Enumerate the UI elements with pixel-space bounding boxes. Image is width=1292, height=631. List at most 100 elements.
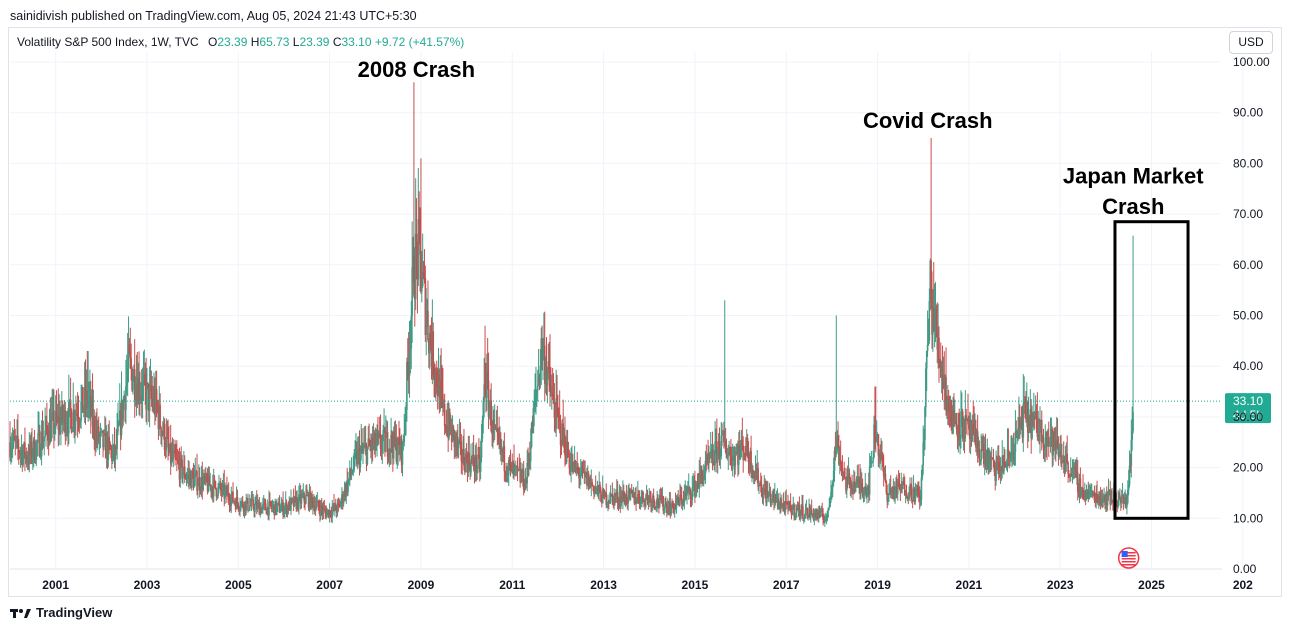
candle-body: [1121, 495, 1124, 497]
y-tick-label: 90.00: [1233, 106, 1263, 120]
candle-body: [358, 448, 361, 468]
candle-body: [104, 432, 107, 459]
candle-body: [436, 386, 439, 396]
candle-body: [308, 492, 311, 508]
candle-body: [404, 417, 406, 434]
candle-body: [1040, 420, 1042, 424]
candle-body: [140, 396, 143, 401]
candle-body: [392, 447, 394, 459]
candle-body: [157, 409, 160, 430]
candle-body: [1011, 453, 1013, 456]
symbol-title[interactable]: Volatility S&P 500 Index, 1W, TVC: [17, 35, 199, 49]
candle-body: [840, 462, 843, 469]
candle-body: [276, 505, 278, 513]
candle-body: [716, 441, 718, 463]
candle-body: [147, 383, 149, 385]
candle-body: [151, 398, 154, 401]
y-tick-label: 70.00: [1233, 207, 1263, 221]
candle-body: [53, 410, 55, 435]
candle-body: [610, 493, 613, 495]
candle-body: [990, 456, 992, 460]
candle-body: [1094, 500, 1097, 503]
candle-body: [593, 486, 595, 495]
currency-button[interactable]: USD: [1229, 31, 1273, 54]
candle-body: [385, 437, 387, 452]
candle-body: [926, 344, 929, 351]
candle-body: [44, 430, 46, 437]
candle-body: [315, 502, 318, 508]
candle-body: [424, 277, 427, 336]
candle-body: [661, 496, 664, 504]
candle-body: [637, 494, 640, 499]
candle-body: [449, 412, 451, 432]
candle-body: [620, 495, 622, 506]
candle-body: [83, 387, 86, 409]
candle-body: [208, 475, 211, 487]
candle-body: [507, 474, 509, 476]
candle-body: [763, 488, 766, 493]
candle-body: [774, 494, 777, 503]
candle-body: [579, 475, 582, 478]
candle-body: [328, 510, 331, 518]
candle-body: [625, 494, 628, 503]
candle-body: [831, 487, 833, 492]
candle-body: [1019, 423, 1022, 428]
candle-body: [963, 437, 966, 439]
candle-body: [64, 410, 67, 437]
candle-body: [597, 486, 600, 494]
candle-body: [176, 460, 179, 462]
candle-body: [540, 338, 543, 367]
candle-body: [705, 461, 708, 464]
candle-body: [289, 500, 291, 511]
candle-body: [352, 469, 355, 473]
candle-body: [99, 431, 102, 438]
candle-body: [336, 503, 339, 513]
candle-body: [724, 441, 727, 453]
candle-body: [672, 500, 674, 508]
close-value: 33.10: [341, 35, 372, 49]
candle-body: [346, 482, 348, 492]
candle-body: [923, 439, 925, 443]
candle-body: [1039, 423, 1041, 441]
candle-body: [758, 485, 760, 487]
candle-body: [97, 426, 100, 442]
candle-body: [607, 501, 609, 505]
candle-body: [186, 476, 189, 479]
candle-body: [657, 497, 659, 505]
candle-body: [213, 479, 216, 481]
candle-body: [523, 489, 526, 491]
candle-body: [757, 468, 759, 487]
candle-body: [871, 461, 874, 463]
candle-body: [438, 374, 441, 410]
candle-body: [464, 453, 467, 473]
candle-body: [24, 442, 26, 459]
candle-body: [596, 486, 599, 488]
candle-body: [518, 469, 521, 471]
candle-body: [903, 481, 905, 485]
candle-body: [1013, 452, 1016, 460]
candle-body: [570, 465, 572, 473]
candle-body: [124, 397, 126, 411]
candle-body: [351, 472, 354, 474]
candle-body: [106, 439, 109, 460]
candle-body: [941, 375, 944, 384]
candle-body: [110, 449, 112, 451]
candle-body: [363, 444, 366, 448]
candle-body: [391, 434, 393, 448]
price-axis[interactable]: 100.00 90.00 80.00 70.00 60.00 50.00 40.00 30.0…: [1233, 55, 1270, 576]
candle-body: [224, 490, 226, 499]
candle-body: [1096, 493, 1098, 498]
candle-body: [719, 456, 722, 458]
candle-body: [229, 505, 232, 507]
time-axis[interactable]: 2001 2003 2005 2007 2009 2011 2013 2015 2017 2019…: [42, 578, 1253, 592]
candle-body: [886, 492, 889, 502]
candle-body: [660, 497, 663, 504]
candle-body: [977, 449, 980, 453]
candle-body: [204, 475, 206, 480]
candle-body: [1105, 493, 1107, 506]
candle-body: [269, 501, 271, 503]
candle-body: [930, 260, 932, 295]
candle-body: [904, 493, 907, 496]
candle-body: [406, 361, 408, 410]
